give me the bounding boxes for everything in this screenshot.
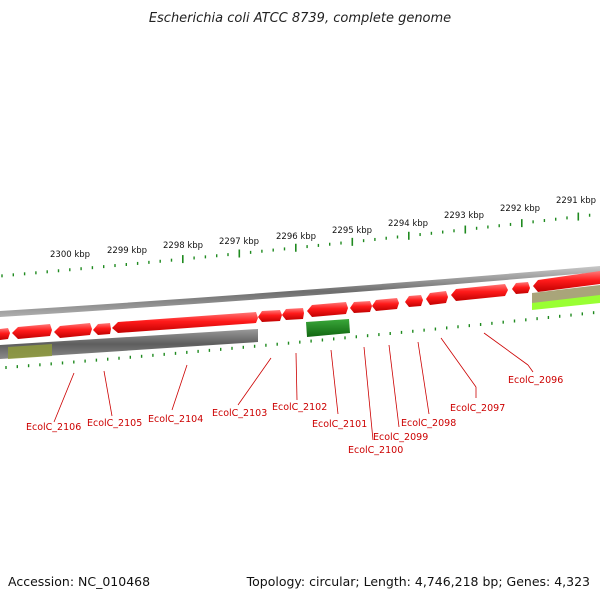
callout-line	[237, 357, 272, 406]
gc-skew-highlight	[532, 295, 600, 310]
gene-label-2100[interactable]: EcolC_2100	[348, 445, 403, 456]
scale-label-2294: 2294 kbp	[388, 219, 428, 229]
scale-label-2299: 2299 kbp	[107, 246, 147, 256]
gene-arrow[interactable]	[112, 312, 258, 333]
gene-callouts: EcolC_2106 EcolC_2105 EcolC_2104 EcolC_2…	[26, 332, 563, 456]
gene-label-2096[interactable]: EcolC_2096	[508, 375, 563, 386]
gene-label-2106[interactable]: EcolC_2106	[26, 422, 81, 433]
scale-label-2300: 2300 kbp	[50, 250, 90, 260]
gene-label-2097[interactable]: EcolC_2097	[450, 403, 505, 414]
callout-line	[171, 364, 188, 411]
rna-gene[interactable]	[306, 319, 350, 337]
scale-ticks	[1, 212, 591, 278]
gene-arrow[interactable]	[405, 295, 423, 307]
map-title: Escherichia coli ATCC 8739, complete gen…	[149, 11, 451, 26]
gene-label-2098[interactable]: EcolC_2098	[401, 418, 456, 429]
scale-labels: 2300 kbp 2299 kbp 2298 kbp 2297 kbp 2296…	[50, 196, 596, 260]
gene-arrow[interactable]	[258, 310, 282, 322]
gene-arrow[interactable]	[372, 298, 399, 311]
gene-arrow[interactable]	[0, 328, 10, 340]
scale-label-2296: 2296 kbp	[276, 232, 316, 242]
gene-label-2105[interactable]: EcolC_2105	[87, 418, 142, 429]
gene-arrow[interactable]	[307, 302, 348, 317]
scale-label-2297: 2297 kbp	[219, 237, 259, 247]
gc-content-highlight	[8, 344, 52, 359]
gene-arrow[interactable]	[54, 323, 92, 338]
composition-track-right	[532, 285, 600, 304]
gene-arrow[interactable]	[426, 291, 448, 305]
gene-label-2103[interactable]: EcolC_2103	[212, 408, 267, 419]
scale-label-2295: 2295 kbp	[332, 226, 372, 236]
genome-backbone	[0, 266, 600, 317]
accession-text: Accession: NC_010468	[8, 574, 150, 589]
scale-label-2293: 2293 kbp	[444, 211, 484, 221]
scale-label-2292: 2292 kbp	[500, 204, 540, 214]
callout-line	[388, 344, 400, 428]
callout-line	[440, 337, 477, 388]
gene-arrow[interactable]	[93, 323, 111, 335]
gene-arrow[interactable]	[12, 324, 52, 339]
composition-track	[0, 329, 258, 359]
forward-strand-genes	[0, 271, 600, 340]
gene-label-2099[interactable]: EcolC_2099	[373, 432, 428, 443]
callout-line	[483, 332, 529, 366]
gene-label-2101[interactable]: EcolC_2101	[312, 419, 367, 430]
inner-scale-ticks	[5, 311, 595, 370]
gene-arrow[interactable]	[350, 301, 372, 313]
genome-summary-text: Topology: circular; Length: 4,746,218 bp…	[246, 574, 590, 589]
gene-arrow[interactable]	[512, 282, 530, 294]
gene-arrow[interactable]	[533, 271, 600, 292]
callout-line	[363, 346, 374, 441]
callout-line	[527, 364, 534, 373]
gene-label-2102[interactable]: EcolC_2102	[272, 402, 327, 413]
gene-arrow[interactable]	[451, 284, 508, 301]
scale-label-2298: 2298 kbp	[163, 241, 203, 251]
callout-line	[417, 341, 430, 415]
gene-arrow[interactable]	[282, 308, 304, 320]
callout-line	[53, 372, 75, 423]
scale-label-2291: 2291 kbp	[556, 196, 596, 206]
callout-line	[103, 370, 113, 417]
callout-line	[330, 349, 339, 415]
callout-line	[295, 352, 298, 401]
gene-label-2104[interactable]: EcolC_2104	[148, 414, 203, 425]
